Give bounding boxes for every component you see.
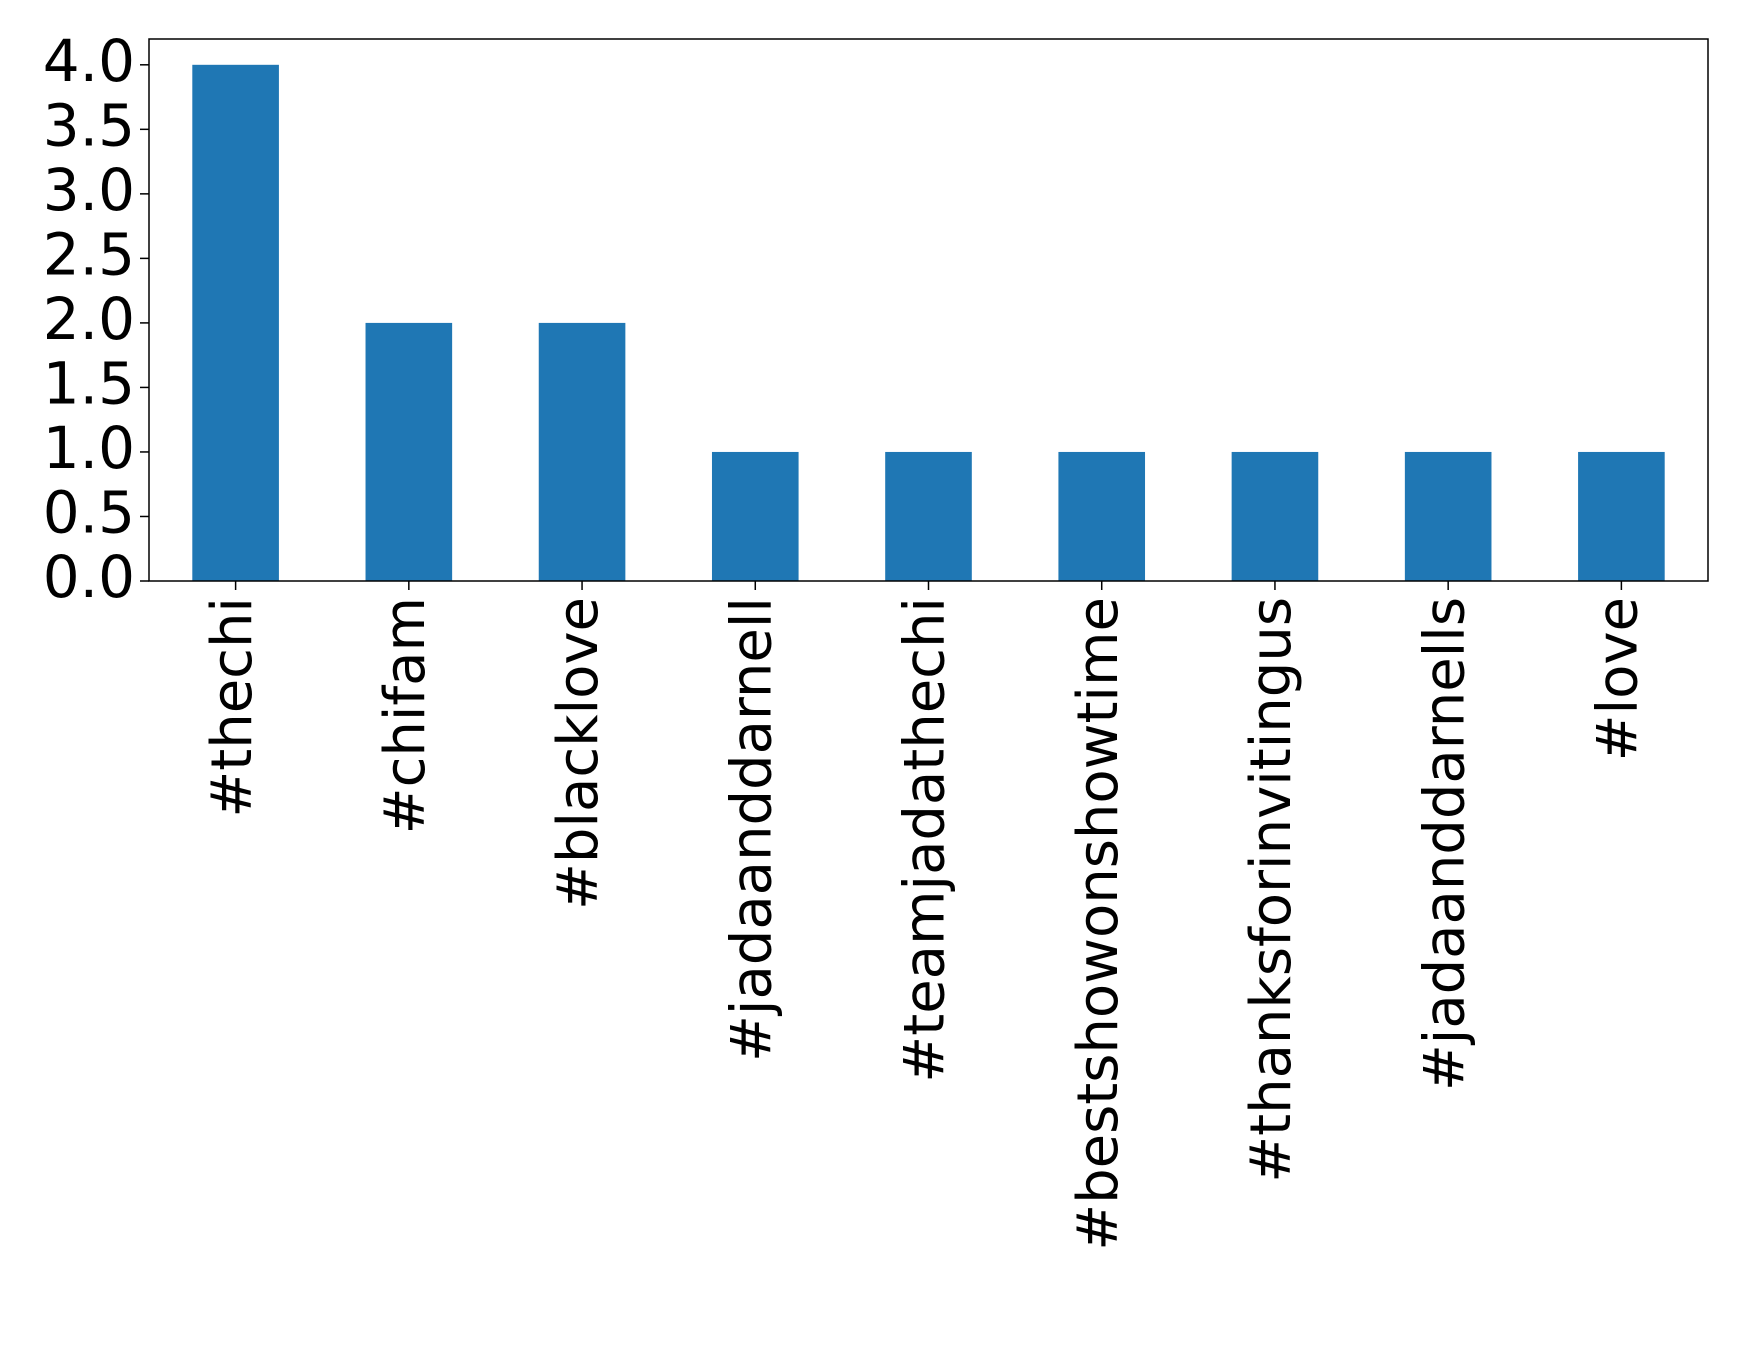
x-tick-label: #love (1586, 597, 1651, 761)
bar (1578, 451, 1665, 581)
x-tick-label: #jadaanddarnell (719, 597, 784, 1062)
y-tick-label: 1.5 (43, 350, 135, 418)
x-tick-label: #teamjadathechi (893, 597, 958, 1083)
y-tick-label: 1.0 (43, 414, 135, 482)
y-tick-label: 0.0 (43, 543, 135, 611)
bar (192, 64, 279, 582)
y-tick-label: 3.5 (43, 91, 135, 159)
x-tick-label: #jadaanddarnells (1412, 597, 1477, 1091)
y-tick-label: 3.0 (43, 156, 135, 224)
y-tick-label: 2.0 (43, 285, 135, 353)
x-tick-label: #thanksforinvitingus (1239, 597, 1304, 1183)
y-tick-label: 4.0 (43, 27, 135, 95)
bar (538, 322, 626, 581)
bar (1058, 451, 1146, 581)
x-tick-label: #chifam (373, 597, 438, 834)
y-tick-label: 2.5 (43, 220, 135, 288)
bar (711, 451, 799, 581)
bar (1231, 451, 1319, 581)
bar (365, 322, 453, 581)
axes-frame (148, 38, 1709, 582)
bar (885, 451, 972, 581)
x-tick-label: #blacklove (546, 597, 611, 910)
x-tick-label: #bestshowonshowtime (1066, 597, 1131, 1251)
bar (1404, 451, 1492, 581)
x-tick-label: #thechi (200, 597, 265, 818)
y-tick-label: 0.5 (43, 479, 135, 547)
